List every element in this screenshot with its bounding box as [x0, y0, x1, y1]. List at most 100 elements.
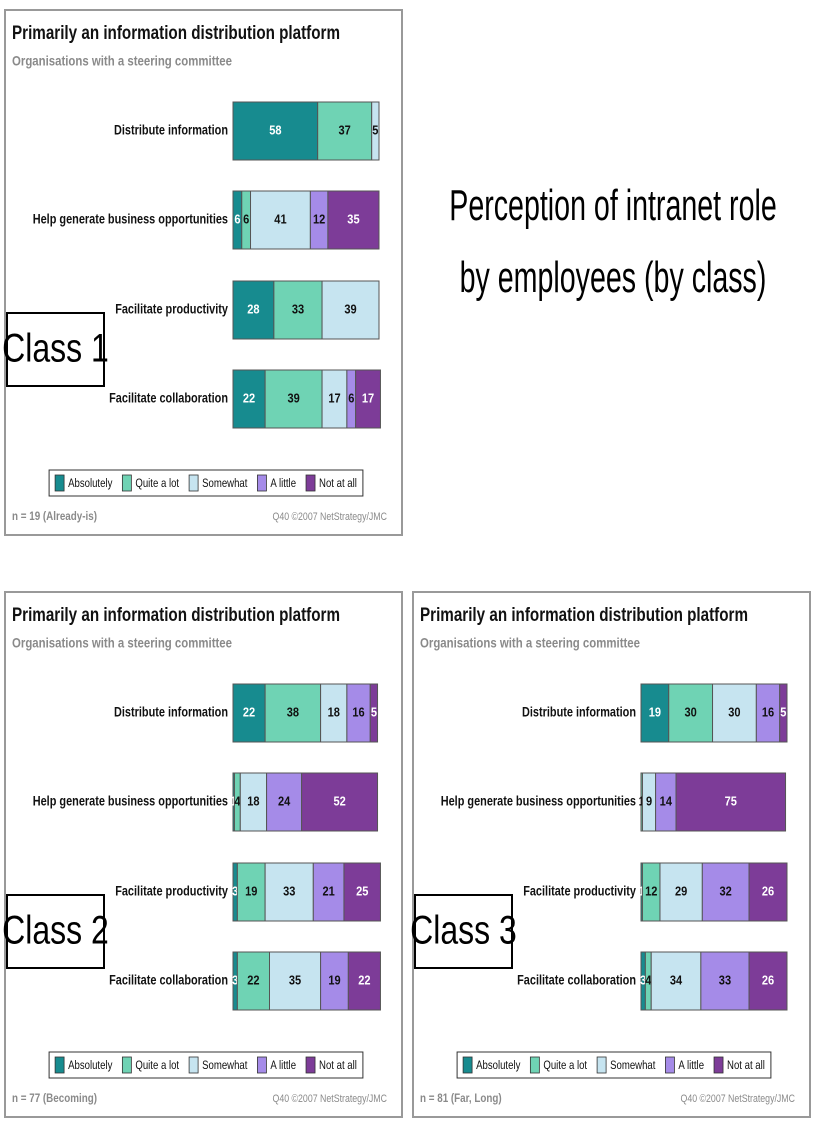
slide-heading: Perception of intranet role by employees…: [449, 181, 777, 302]
data-label: 3: [232, 973, 238, 988]
legend: Absolutely Quite a lot Somewhat A little Not…: [48, 469, 364, 497]
panel-border: [412, 591, 811, 1118]
legend-label: A little: [270, 1059, 296, 1072]
category-label: Facilitate productivity: [115, 301, 228, 317]
legend-swatch: [188, 474, 199, 492]
bar-segment: [232, 101, 319, 161]
data-label: 5: [780, 705, 786, 720]
data-label: 26: [762, 884, 775, 899]
data-label: 19: [649, 705, 662, 720]
legend-swatch: [54, 474, 65, 492]
data-label: 33: [292, 302, 305, 317]
data-label: 38: [287, 705, 300, 720]
chart-subtitle: Organisations with a steering committee: [12, 635, 232, 651]
legend-label: Quite a lot: [135, 477, 179, 490]
data-label: 6: [348, 391, 354, 406]
legend-label: A little: [270, 477, 296, 490]
source-note: Q40 ©2007 NetStrategy/JMC: [680, 1093, 795, 1105]
legend-box: [48, 1051, 364, 1079]
data-label: 12: [645, 884, 658, 899]
data-label: 16: [352, 705, 365, 720]
data-label: 1: [231, 794, 237, 809]
data-label: 6: [234, 212, 240, 227]
bar-segment: [264, 683, 322, 743]
category-label: Distribute information: [114, 704, 228, 720]
legend-swatch: [305, 1056, 316, 1074]
data-label: 4: [645, 973, 651, 988]
legend-label: Absolutely: [68, 1059, 113, 1072]
bar-segment: [650, 951, 702, 1011]
legend-label: A little: [678, 1059, 704, 1072]
chart-subtitle: Organisations with a steering committee: [12, 53, 232, 69]
data-label: 6: [243, 212, 249, 227]
category-label: Distribute information: [522, 704, 636, 720]
bar-segment: [700, 951, 750, 1011]
panel-border: [4, 591, 403, 1118]
data-label: 9: [646, 794, 652, 809]
bar-segment: [701, 862, 750, 922]
bar-segment: [779, 683, 788, 743]
footnote: n = 77 (Becoming): [12, 1092, 97, 1105]
data-label: 19: [328, 973, 341, 988]
data-label: 24: [278, 794, 291, 809]
bar-segment: [371, 101, 380, 161]
data-label: 18: [328, 705, 341, 720]
bar-segment: [264, 862, 314, 922]
chart-subtitle: Organisations with a steering committee: [420, 635, 640, 651]
chart-title: Primarily an information distribution pl…: [12, 23, 340, 44]
data-label: 4: [234, 794, 240, 809]
legend-label: Somewhat: [202, 477, 247, 490]
data-label: 32: [720, 884, 733, 899]
bar-segment: [301, 772, 379, 832]
class-label-box: [6, 312, 105, 387]
data-label: 17: [328, 391, 341, 406]
legend-label: Quite a lot: [543, 1059, 587, 1072]
legend-swatch: [529, 1056, 540, 1074]
data-label: 34: [670, 973, 683, 988]
chart-panel: Primarily an information distribution pl…: [410, 591, 811, 1118]
bar-segment: [273, 280, 323, 340]
legend-swatch: [596, 1056, 607, 1074]
data-label: 16: [762, 705, 775, 720]
category-label: Distribute information: [114, 122, 228, 138]
class-label-box: [414, 894, 513, 969]
legend-label: Not at all: [727, 1059, 765, 1072]
data-label: 52: [333, 794, 346, 809]
data-label: 17: [362, 391, 375, 406]
bar-segment: [748, 862, 788, 922]
category-label: Help generate business opportunities: [33, 793, 228, 809]
data-label: 22: [247, 973, 260, 988]
source-note: Q40 ©2007 NetStrategy/JMC: [272, 511, 387, 523]
category-label: Facilitate collaboration: [109, 390, 228, 406]
bar-segment: [312, 862, 345, 922]
category-label: Facilitate productivity: [523, 883, 636, 899]
bar-segment: [347, 951, 381, 1011]
legend-swatch: [305, 474, 316, 492]
category-label: Facilitate collaboration: [109, 972, 228, 988]
category-label: Facilitate collaboration: [517, 972, 636, 988]
data-label: 3: [640, 973, 646, 988]
data-label: 1: [639, 884, 645, 899]
bar-segment: [355, 369, 381, 429]
bar-segment: [668, 683, 714, 743]
bar-segment: [659, 862, 703, 922]
category-label: Help generate business opportunities: [33, 211, 228, 227]
legend-swatch: [257, 474, 267, 492]
class-label-box: [6, 894, 105, 969]
legend-label: Somewhat: [610, 1059, 655, 1072]
legend-swatch: [665, 1056, 675, 1074]
data-label: 5: [372, 123, 378, 138]
chart-title: Primarily an information distribution pl…: [12, 605, 340, 626]
legend-swatch: [188, 1056, 199, 1074]
chart-panel: Primarily an information distribution pl…: [2, 591, 403, 1118]
data-label: 14: [660, 794, 673, 809]
data-label: 39: [287, 391, 300, 406]
bar-segment: [748, 951, 788, 1011]
data-label: 5: [371, 705, 377, 720]
panel-border: [4, 9, 403, 536]
bar-segment: [343, 862, 381, 922]
data-label: 30: [728, 705, 741, 720]
legend-swatch: [462, 1056, 473, 1074]
